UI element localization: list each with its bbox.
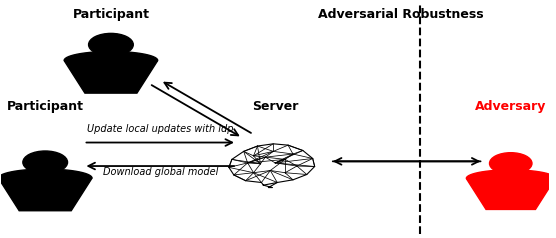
Text: Server: Server — [252, 100, 299, 113]
Polygon shape — [64, 60, 158, 93]
Text: Participant: Participant — [72, 8, 150, 21]
Text: Update local updates with ldp: Update local updates with ldp — [87, 124, 234, 134]
Polygon shape — [0, 178, 92, 211]
Text: Adversary: Adversary — [475, 100, 547, 113]
Text: Adversarial Robustness: Adversarial Robustness — [319, 8, 484, 21]
Ellipse shape — [489, 153, 532, 174]
Ellipse shape — [88, 33, 133, 56]
Ellipse shape — [23, 151, 67, 174]
Text: Download global model: Download global model — [102, 167, 218, 177]
Polygon shape — [466, 170, 555, 178]
Polygon shape — [466, 178, 555, 209]
Text: Participant: Participant — [7, 100, 84, 113]
Polygon shape — [64, 51, 158, 60]
Polygon shape — [0, 169, 92, 178]
